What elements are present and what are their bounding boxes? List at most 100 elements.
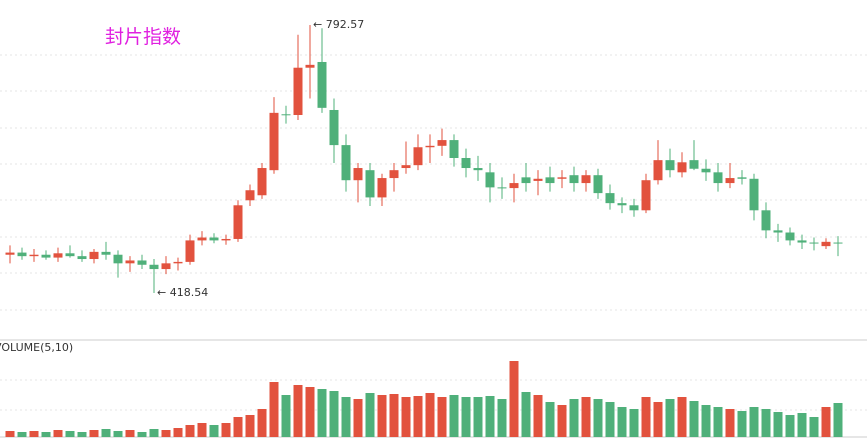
volume-bar	[293, 385, 303, 437]
candle-body	[809, 242, 819, 244]
volume-bar	[761, 409, 771, 437]
candle-body	[641, 180, 651, 211]
volume-bar	[473, 397, 483, 437]
candle-body	[521, 177, 531, 184]
candle-body	[461, 157, 471, 169]
volume-bar	[245, 415, 255, 437]
volume-bar	[629, 409, 639, 437]
volume-bar	[305, 387, 315, 437]
volume-bar	[533, 395, 543, 437]
candle-body	[473, 168, 483, 171]
volume-bar	[317, 389, 327, 437]
volume-bar	[557, 405, 567, 437]
volume-bar	[785, 415, 795, 437]
candle-body	[389, 170, 399, 179]
candle-body	[629, 205, 639, 211]
candle-body	[785, 232, 795, 241]
candle-body	[257, 168, 267, 196]
candle-body	[89, 251, 99, 260]
candle-body	[593, 175, 603, 194]
candle-body	[773, 230, 783, 233]
candle-body	[53, 253, 63, 258]
candle-body	[329, 109, 339, 146]
candle-body	[161, 263, 171, 270]
volume-bar	[773, 412, 783, 437]
volume-title: VOLUME(5,10)	[0, 341, 73, 354]
volume-bar	[173, 428, 183, 437]
volume-bar	[197, 423, 207, 437]
volume-bar	[341, 397, 351, 437]
candle-body	[449, 140, 459, 158]
candle-body	[821, 241, 831, 247]
candle-body	[221, 238, 231, 241]
candle-body	[653, 160, 663, 181]
volume-bar	[221, 423, 231, 437]
candle-body	[77, 256, 87, 260]
volume-bar	[677, 397, 687, 437]
volume-bar	[209, 425, 219, 437]
volume-bar	[833, 403, 843, 437]
candle-body	[269, 112, 279, 171]
candle-body	[725, 178, 735, 184]
candle-body	[197, 237, 207, 241]
candle-body	[209, 237, 219, 241]
volume-bar	[53, 430, 63, 437]
candle-body	[581, 175, 591, 184]
volume-bar	[125, 430, 135, 437]
volume-bar	[749, 407, 759, 437]
candle-body	[557, 177, 567, 179]
candle-body	[17, 252, 27, 257]
volume-bar	[365, 393, 375, 437]
candle-body	[29, 254, 39, 257]
candle-body	[341, 145, 351, 181]
volume-bar	[797, 413, 807, 437]
candle-body	[833, 242, 843, 244]
volume-bar	[281, 395, 291, 437]
candle-body	[113, 254, 123, 264]
volume-bar	[713, 407, 723, 437]
candle-body	[509, 183, 519, 189]
volume-bar	[821, 407, 831, 437]
candle-body	[485, 172, 495, 188]
volume-bar	[413, 396, 423, 437]
candle-body	[137, 260, 147, 265]
candle-body	[665, 160, 675, 171]
volume-bar	[233, 417, 243, 437]
volume-bar	[389, 394, 399, 437]
volume-bar	[41, 432, 51, 437]
volume-bar	[689, 401, 699, 437]
candle-body	[377, 178, 387, 198]
volume-bar	[353, 399, 363, 437]
volume-bar	[329, 391, 339, 437]
volume-bar	[725, 409, 735, 437]
candle-body	[749, 178, 759, 211]
candle-body	[173, 261, 183, 264]
chart-title: 封片指数	[105, 26, 181, 48]
candle-body	[317, 61, 327, 108]
candle-body	[305, 64, 315, 68]
candle-body	[761, 210, 771, 231]
volume-bar	[581, 397, 591, 437]
volume-bar	[497, 399, 507, 437]
volume-bar	[425, 393, 435, 437]
volume-bar	[593, 399, 603, 437]
volume-bar	[449, 395, 459, 437]
volume-bar	[641, 397, 651, 437]
volume-bar	[149, 429, 159, 437]
volume-bar	[161, 430, 171, 437]
volume-bar	[617, 407, 627, 437]
volume-bar	[485, 396, 495, 437]
volume-bar	[101, 429, 111, 437]
volume-bar	[521, 392, 531, 437]
candle-body	[413, 147, 423, 166]
volume-bar	[401, 397, 411, 437]
volume-bar	[257, 409, 267, 437]
candle-body	[689, 160, 699, 169]
candle-body	[497, 187, 507, 189]
volume-bar	[185, 425, 195, 437]
volume-bar	[5, 431, 15, 437]
candle-body	[65, 253, 75, 257]
volume-bar	[605, 402, 615, 437]
volume-bar	[461, 397, 471, 437]
